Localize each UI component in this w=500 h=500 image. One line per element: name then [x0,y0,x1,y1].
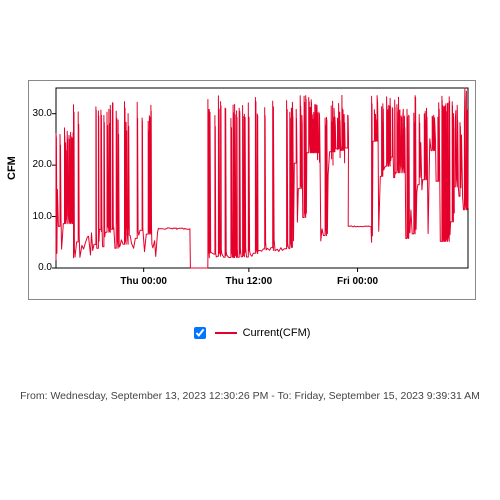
plot-svg [56,88,468,268]
date-range-from: Wednesday, September 13, 2023 12:30:26 P… [50,390,268,402]
x-tick-label: Thu 00:00 [120,276,167,287]
date-range-sep: - To: [268,390,294,402]
y-tick-label: 10.0 [26,211,52,222]
x-tick-label: Thu 12:00 [226,276,273,287]
y-tick-label: 20.0 [26,159,52,170]
plot-area [56,88,468,268]
y-tick-label: 30.0 [26,108,52,119]
date-range-prefix: From: [20,390,50,402]
date-range-text: From: Wednesday, September 13, 2023 12:3… [0,390,500,402]
y-axis-label: CFM [6,156,18,180]
x-tick-label: Fri 00:00 [337,276,378,287]
legend-line-swatch [215,332,237,334]
legend-checkbox[interactable] [194,327,206,339]
chart-container: CFM Current(CFM) From: Wednesday, Septem… [0,0,500,500]
legend: Current(CFM) [0,324,500,342]
legend-label: Current(CFM) [243,327,311,339]
date-range-to: Friday, September 15, 2023 9:39:31 AM [294,390,479,402]
y-tick-label: 0.0 [26,262,52,273]
